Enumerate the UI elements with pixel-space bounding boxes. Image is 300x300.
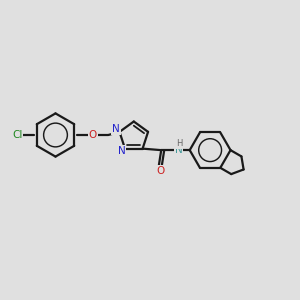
Text: N: N — [175, 145, 182, 155]
Text: Cl: Cl — [12, 130, 22, 140]
Text: N: N — [118, 146, 125, 156]
Text: H: H — [176, 139, 182, 148]
Text: O: O — [88, 130, 97, 140]
Text: N: N — [112, 124, 120, 134]
Text: O: O — [156, 166, 164, 176]
